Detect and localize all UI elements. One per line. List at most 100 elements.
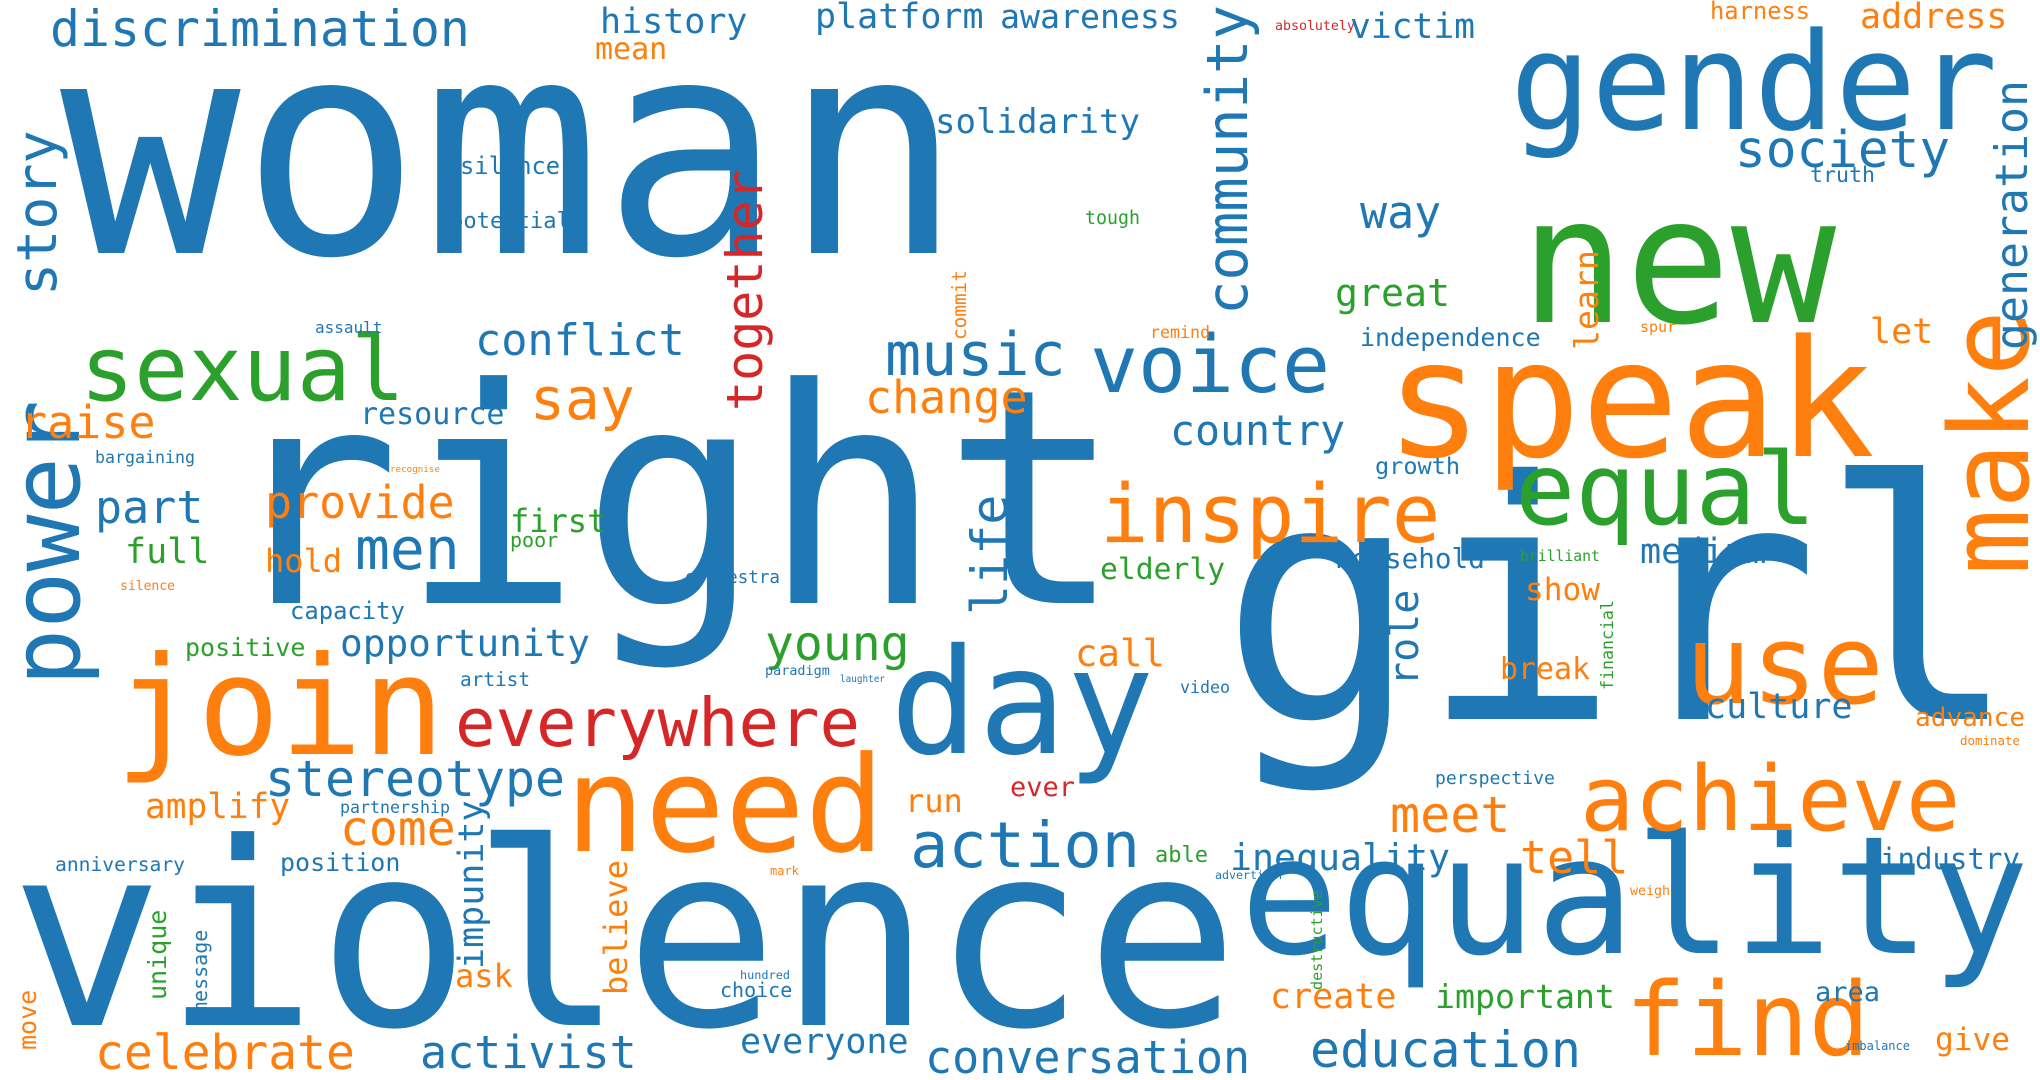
word-story: story: [5, 130, 69, 296]
word-ever: ever: [1010, 772, 1075, 803]
word-laughter: laughter: [840, 674, 885, 685]
word-hundred: hundred: [740, 968, 790, 982]
word-together: together: [716, 170, 774, 411]
word-platform: platform: [815, 0, 984, 37]
word-part: part: [95, 481, 204, 534]
word-poor: poor: [510, 528, 559, 552]
word-voice: voice: [1090, 318, 1330, 411]
word-inspire: inspire: [1100, 468, 1441, 562]
word-industry: industry: [1880, 842, 2020, 876]
word-artist: artist: [460, 668, 530, 691]
word-position: position: [280, 848, 401, 877]
word-find: find: [1625, 961, 1870, 1079]
word-bargaining: bargaining: [95, 448, 195, 467]
word-inequality: inequality: [1230, 836, 1450, 879]
word-recognise: recognise: [390, 464, 440, 475]
word-girl: girl: [1220, 412, 2020, 798]
word-full: full: [125, 532, 210, 572]
word-conversation: conversation: [925, 1031, 1251, 1080]
word-perspective: perspective: [1435, 768, 1555, 789]
word-orchestra: orchestra: [685, 568, 780, 588]
word-absolutely: absolutely: [1275, 19, 1355, 34]
word-run: run: [905, 782, 963, 820]
word-community: community: [1195, 5, 1261, 315]
word-everywhere: everywhere: [455, 684, 860, 762]
word-call: call: [1075, 631, 1165, 675]
word-create: create: [1270, 977, 1397, 1017]
word-important: important: [1435, 977, 1615, 1016]
word-meet: meet: [1390, 786, 1511, 844]
word-imbalance: imbalance: [1845, 1039, 1910, 1053]
word-show: show: [1525, 572, 1600, 608]
word-break: break: [1500, 652, 1590, 687]
word-action: action: [910, 809, 1141, 883]
word-celebrate: celebrate: [95, 1025, 355, 1080]
word-use: use: [1685, 601, 1884, 729]
word-discrimination: discrimination: [50, 0, 470, 58]
word-stereotype: stereotype: [265, 750, 565, 808]
word-weigh: weigh: [1630, 884, 1670, 899]
word-way: way: [1360, 186, 1442, 239]
word-commit: commit: [948, 270, 971, 340]
word-speak: speak: [1385, 306, 1876, 495]
word-area: area: [1815, 977, 1880, 1008]
word-achieve: achieve: [1580, 747, 1961, 852]
word-dominate: dominate: [1960, 733, 2020, 748]
word-move: move: [13, 989, 42, 1050]
word-solidarity: solidarity: [935, 102, 1140, 142]
word-elderly: elderly: [1100, 552, 1226, 587]
word-learn: learn: [1567, 250, 1606, 350]
word-need: need: [565, 729, 885, 883]
word-generation: generation: [1985, 80, 2038, 350]
word-household: household: [1335, 542, 1485, 575]
word-equal: equal: [1515, 431, 1817, 548]
word-truth: truth: [1810, 163, 1875, 188]
word-music: music: [885, 320, 1066, 390]
word-unique: unique: [143, 909, 172, 1000]
word-everyone: everyone: [740, 1022, 909, 1062]
word-great: great: [1335, 272, 1450, 316]
word-assault: assault: [315, 318, 383, 337]
word-silence-2: silence: [120, 579, 175, 594]
word-let: let: [1870, 312, 1934, 352]
word-new: new: [1520, 161, 1837, 364]
word-silence: silence: [460, 152, 561, 180]
word-able: able: [1155, 843, 1208, 868]
word-mark: mark: [770, 864, 799, 878]
word-independence: independence: [1360, 323, 1541, 352]
word-violence: violence: [10, 789, 1240, 1080]
word-financial: financial: [1598, 600, 1617, 690]
word-equality: equality: [1240, 801, 2030, 992]
word-hold: hold: [265, 542, 343, 580]
word-say: say: [530, 365, 635, 433]
word-believe: believe: [597, 859, 635, 995]
word-capacity: capacity: [290, 597, 405, 625]
word-mean: mean: [595, 32, 668, 67]
word-victim: victim: [1350, 7, 1476, 47]
word-resource: resource: [360, 397, 505, 432]
word-life: life: [961, 494, 1019, 615]
word-role: role: [1382, 589, 1428, 686]
word-tell: tell: [1520, 831, 1629, 884]
word-partnership: partnership: [340, 798, 450, 817]
word-potential: potential: [450, 208, 570, 234]
word-day: day: [890, 617, 1155, 788]
word-brilliant: brilliant: [1520, 548, 1600, 565]
word-raise: raise: [20, 396, 156, 449]
word-advertiser: advertiser: [1215, 868, 1285, 882]
word-ask: ask: [455, 957, 513, 995]
word-awareness: awareness: [1000, 0, 1180, 36]
word-right: right: [220, 325, 1124, 674]
word-impunity: impunity: [452, 800, 492, 969]
word-young: young: [765, 616, 910, 672]
word-address: address: [1860, 0, 2008, 37]
word-conflict: conflict: [475, 316, 685, 366]
word-spur: spur: [1640, 318, 1677, 336]
word-give: give: [1935, 1022, 2010, 1058]
word-education: education: [1310, 1021, 1581, 1079]
word-anniversary: anniversary: [55, 853, 185, 876]
word-history: history: [600, 2, 748, 42]
word-country: country: [1170, 406, 1346, 455]
word-society: society: [1735, 121, 1951, 180]
word-sexual: sexual: [80, 317, 406, 422]
